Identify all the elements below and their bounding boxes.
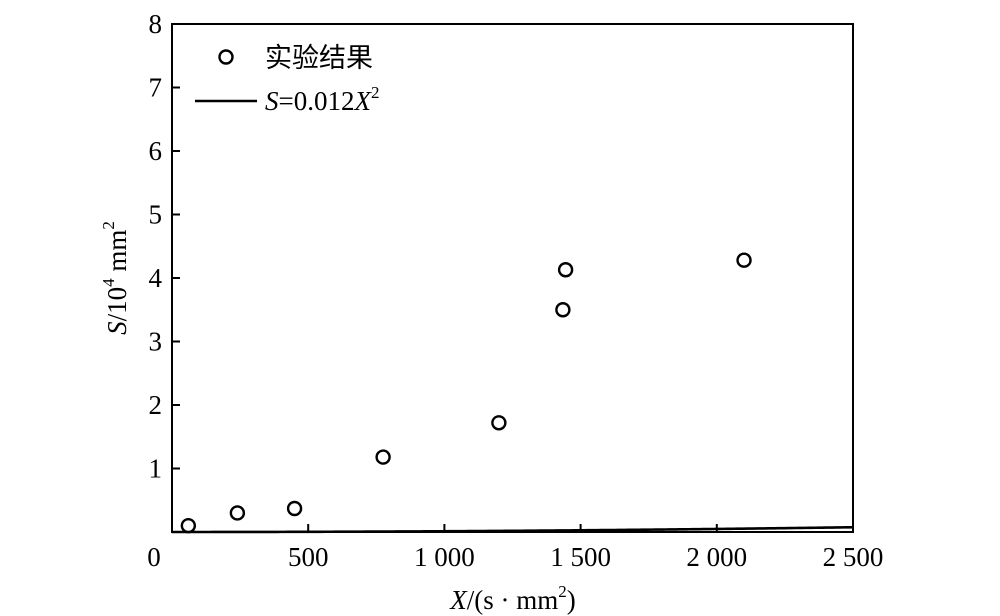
data-points-group	[180, 252, 752, 534]
fit-curve-group	[172, 525, 854, 534]
y-axis-title-mid: /10	[102, 287, 132, 322]
y-tick-label: 7	[149, 73, 163, 103]
legend-label-experiment: 实验结果	[265, 43, 373, 73]
data-point	[557, 262, 574, 278]
x-tick-label: 1 500	[550, 542, 611, 572]
x-axis-title-close: )	[567, 585, 576, 615]
data-point	[229, 505, 246, 521]
data-point	[555, 302, 571, 318]
y-tick-label: 2	[149, 390, 163, 420]
data-point	[736, 252, 752, 268]
legend-fit-var-x: X	[353, 86, 372, 116]
y-axis-title-exp1: 4	[99, 278, 118, 287]
x-axis-title-exp: 2	[558, 582, 567, 601]
x-axis-title: X/(s · mm2)	[449, 582, 576, 615]
legend-fit-exp: 2	[371, 83, 380, 102]
y-axis-title: S/104 mm2	[99, 221, 132, 335]
y-tick-label: 3	[149, 327, 163, 357]
x-tick-label: 0	[147, 542, 161, 572]
x-tick-label: 1 000	[414, 542, 475, 572]
y-tick-label: 6	[149, 136, 163, 166]
x-axis-ticks: 0 500 1 000 1 500 2 000 2 500	[147, 524, 883, 572]
fit-curve-line	[172, 525, 854, 534]
legend-marker-circle	[218, 49, 234, 65]
y-axis-title-unit: mm	[102, 230, 132, 279]
data-point	[180, 517, 197, 534]
y-tick-label: 1	[149, 454, 163, 484]
legend-fit-coef: =0.012	[279, 86, 355, 116]
data-point	[491, 415, 507, 431]
x-axis-title-unit: /(s · mm	[467, 585, 559, 615]
y-tick-label: 8	[149, 9, 163, 39]
y-axis-title-var: S	[102, 321, 132, 335]
y-tick-label: 4	[149, 263, 163, 293]
x-tick-label: 2 000	[686, 542, 747, 572]
x-tick-label: 500	[288, 542, 329, 572]
x-tick-label: 2 500	[823, 542, 884, 572]
data-point	[286, 500, 303, 517]
legend-fit-var-s: S	[265, 86, 279, 116]
legend: 实验结果 S=0.012X2	[195, 43, 379, 116]
data-point	[375, 449, 391, 465]
legend-label-fit: S=0.012X2	[265, 83, 379, 116]
y-axis-title-exp2: 2	[99, 221, 118, 230]
x-axis-title-var: X	[449, 585, 468, 615]
y-tick-label: 5	[149, 200, 163, 230]
y-axis-ticks: 1 2 3 4 5 6 7 8	[149, 9, 180, 484]
